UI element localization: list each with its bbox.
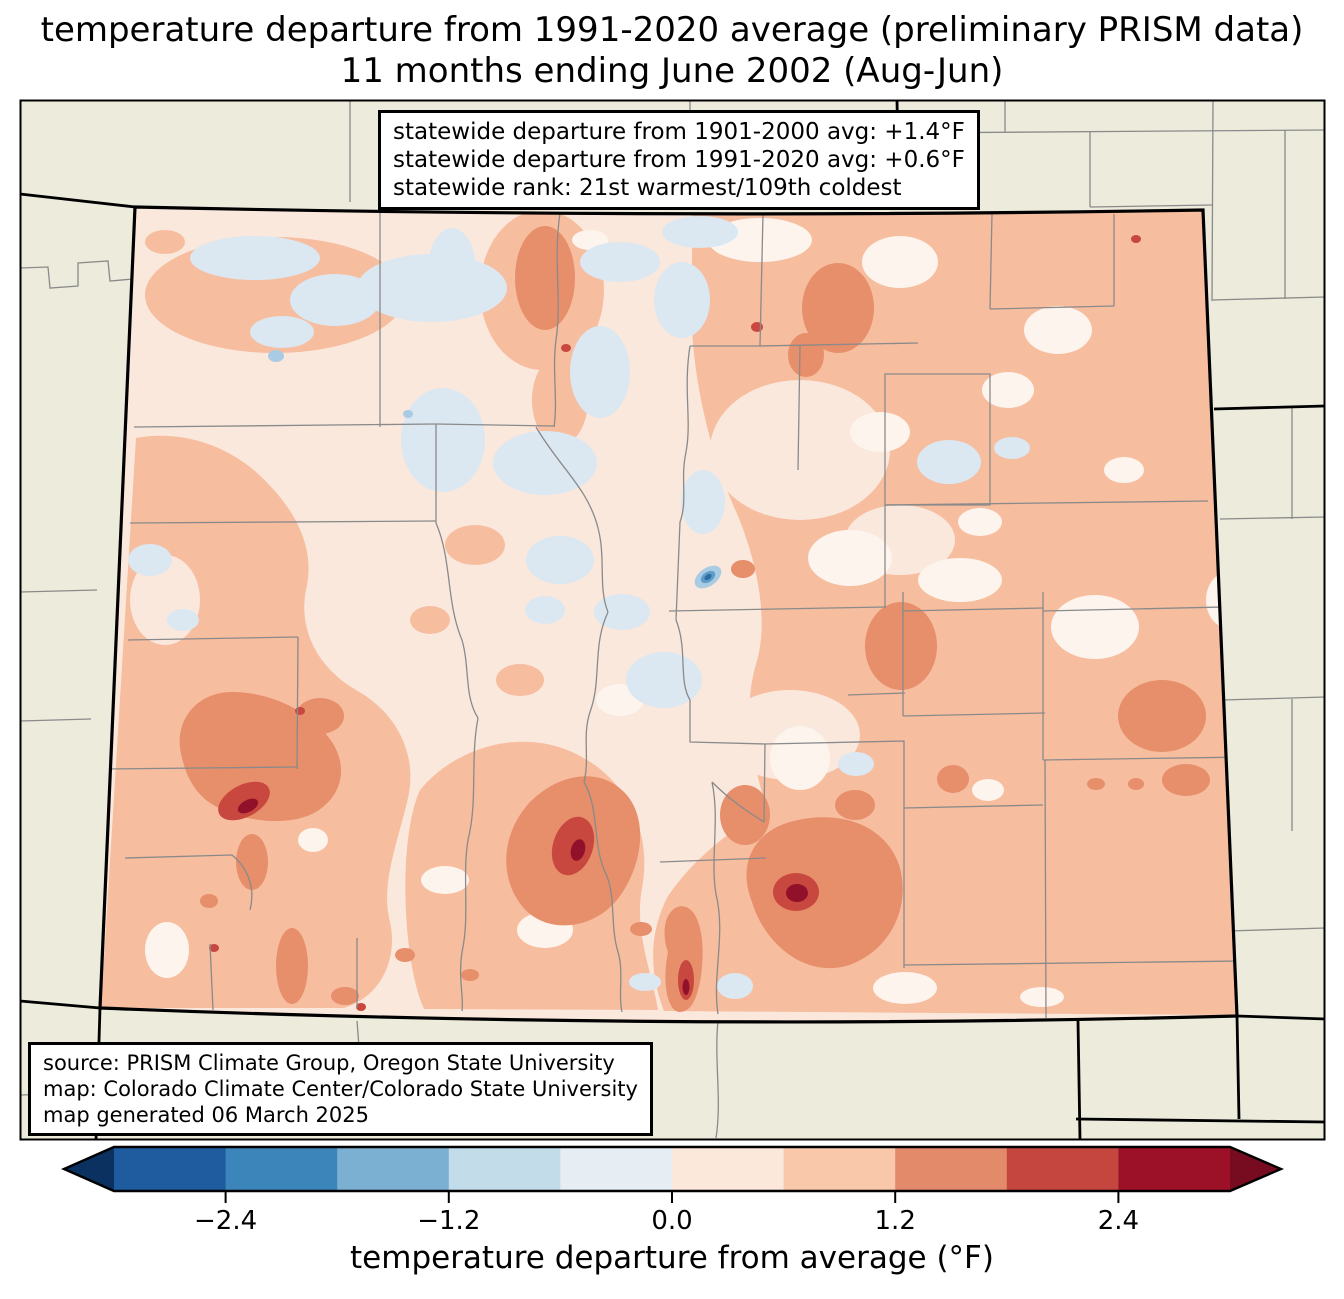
colorbar-tick-label: 0.0	[651, 1206, 693, 1236]
generated-date-line: map generated 06 March 2025	[43, 1103, 370, 1127]
colorbar-segment	[337, 1147, 450, 1191]
colorbar-under-arrow	[64, 1147, 114, 1191]
state-interior	[100, 207, 1237, 1022]
warm-regions-level3	[209, 235, 1141, 1011]
figure-title: temperature departure from 1991-2020 ave…	[0, 10, 1344, 92]
colorbar-segment	[560, 1147, 673, 1191]
colorbar-tick-label: 2.4	[1097, 1206, 1140, 1236]
stats-line-rank: statewide rank: 21st warmest/109th colde…	[393, 175, 902, 201]
figure-title-line1: temperature departure from 1991-2020 ave…	[40, 10, 1304, 50]
colorbar-over-arrow	[1230, 1147, 1281, 1191]
colorbar-segment	[1006, 1147, 1119, 1191]
colorbar-segment	[448, 1147, 561, 1191]
source-line: source: PRISM Climate Group, Oregon Stat…	[43, 1051, 615, 1075]
figure-title-line2: 11 months ending June 2002 (Aug-Jun)	[340, 51, 1004, 91]
colorbar-ticks	[224, 1191, 1120, 1203]
colorbar-segment	[114, 1147, 226, 1191]
colorbar-tick-label: 1.2	[874, 1206, 916, 1236]
stats-line-1991-2020: statewide departure from 1991-2020 avg: …	[393, 147, 965, 173]
near-zero-patches	[145, 218, 1237, 1007]
colorbar-tick-label: −2.4	[194, 1206, 258, 1236]
colorbar-segment	[1118, 1147, 1230, 1191]
cold-spot-reservoir	[694, 565, 722, 589]
state-border	[98, 205, 1239, 1024]
map-credit-line: map: Colorado Climate Center/Colorado St…	[43, 1077, 638, 1101]
colorbar	[61, 1145, 1285, 1203]
colorbar-segment	[895, 1147, 1008, 1191]
colorbar-segment	[783, 1147, 896, 1191]
axes-frame	[19, 99, 1326, 1141]
county-lines	[102, 211, 1237, 1019]
colorbar-segment	[225, 1147, 338, 1191]
colorbar-outline	[61, 1145, 1285, 1193]
statewide-stats-box: statewide departure from 1901-2000 avg: …	[378, 110, 980, 210]
cool-dots	[268, 350, 413, 418]
colorbar-axis-label: temperature departure from average (°F)	[350, 1240, 994, 1276]
source-attribution-box: source: PRISM Climate Group, Oregon Stat…	[28, 1042, 653, 1136]
warm-regions-level2	[179, 226, 1210, 1012]
colorbar-segment	[672, 1147, 784, 1191]
stats-line-1901-2000: statewide departure from 1901-2000 avg: …	[393, 119, 965, 145]
colorbar-tick-label: −1.2	[417, 1206, 481, 1236]
warm-regions-level4	[237, 798, 808, 995]
